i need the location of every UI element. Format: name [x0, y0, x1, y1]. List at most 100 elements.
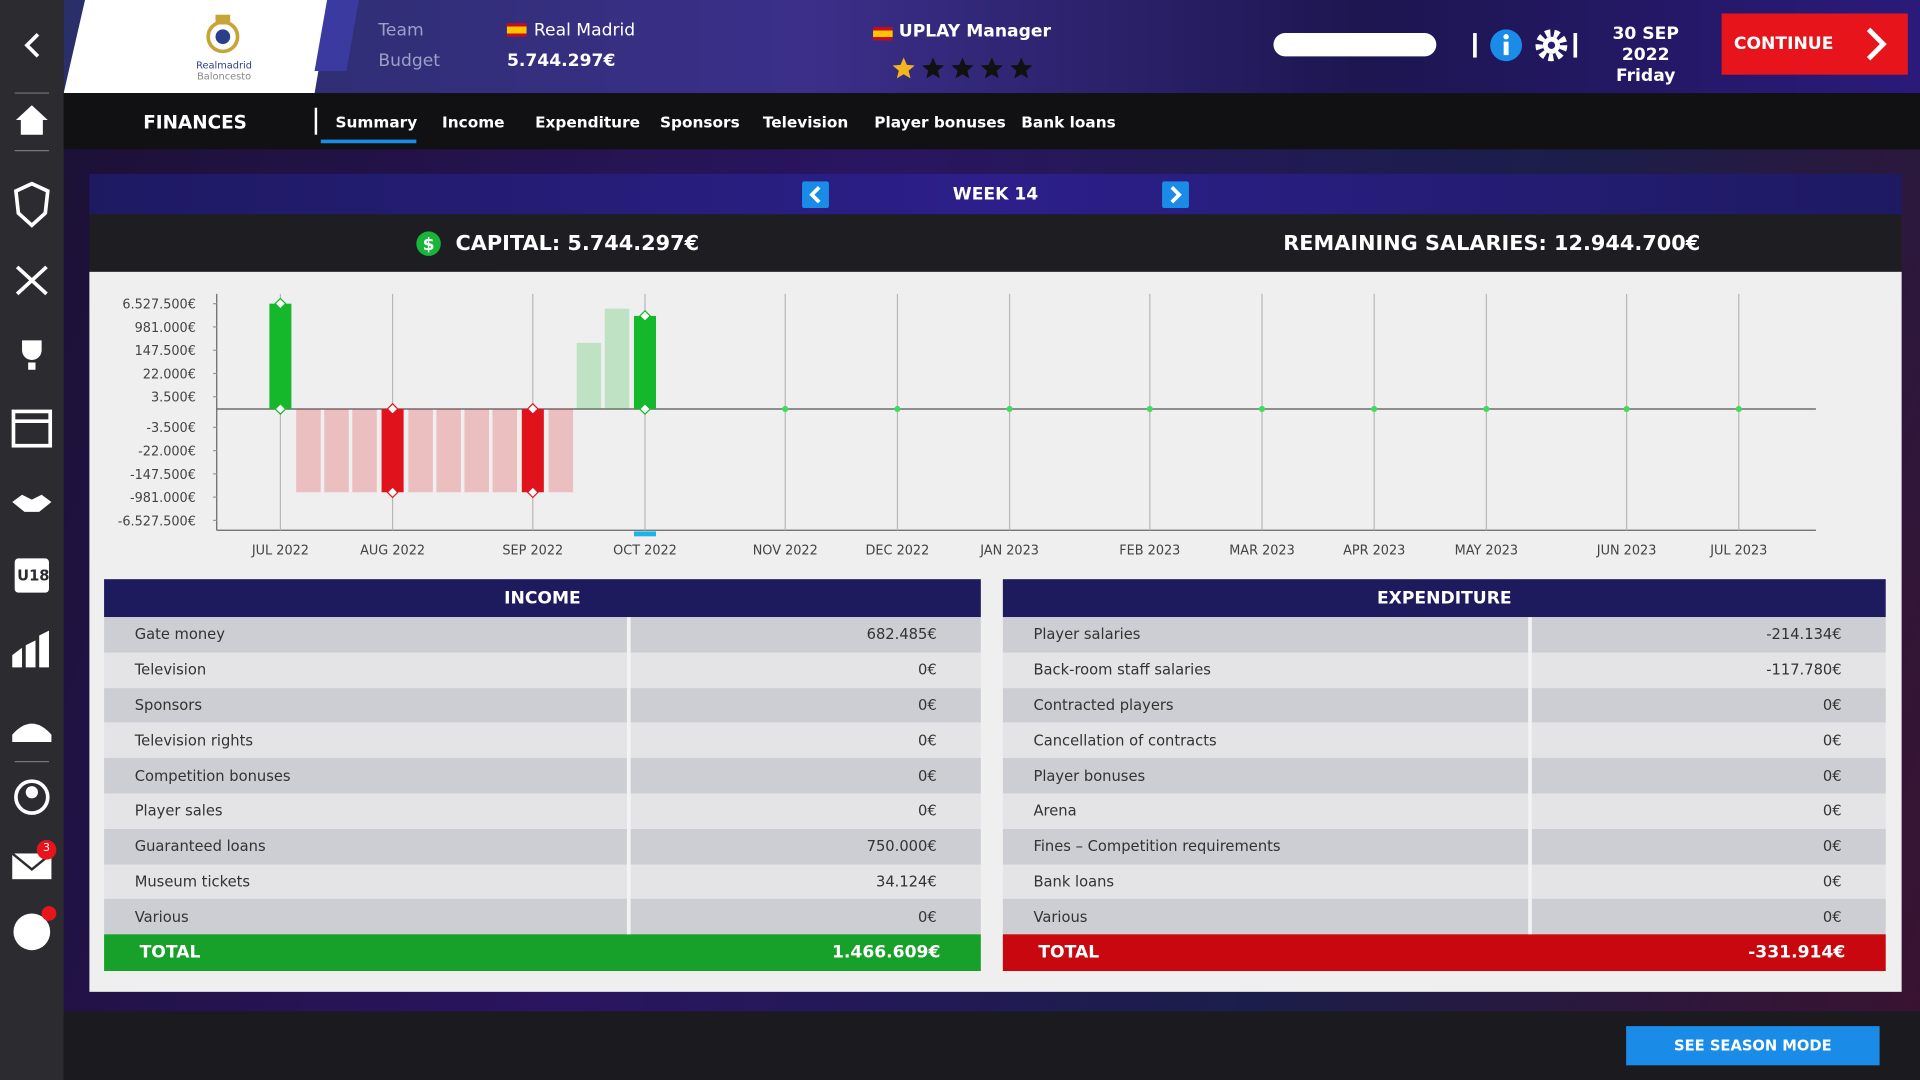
y-tick-label: -147.500€	[130, 468, 196, 483]
row-value: 682.485€	[866, 626, 937, 644]
info-button[interactable]	[1489, 28, 1523, 62]
bar	[604, 308, 630, 409]
bar	[576, 342, 602, 409]
x-tick-label: AUG 2022	[360, 544, 425, 559]
bar	[352, 408, 377, 493]
stars	[892, 57, 1033, 79]
row-label: Contracted players	[1003, 687, 1532, 723]
table-total: TOTAL -331.914€	[1002, 934, 1886, 972]
row-value: 0€	[1822, 731, 1842, 750]
season-button[interactable]: SEE SEASON MODE	[1626, 1026, 1880, 1066]
x-tick-label: OCT 2022	[613, 544, 677, 559]
table-row: Various 0€	[104, 899, 981, 935]
row-label: Player sales	[104, 793, 631, 829]
row-label: Sponsors	[104, 687, 631, 723]
bar-marker	[274, 402, 287, 416]
continue-button[interactable]: CONTINUE	[1721, 13, 1908, 75]
date: 30 SEP 2022 Friday	[1592, 24, 1700, 86]
bar	[464, 408, 489, 493]
logo-text: Realmadrid Baloncesto	[181, 60, 267, 82]
budget: 5.744.297€	[506, 51, 616, 72]
y-tick-label: 3.500€	[151, 391, 196, 406]
svg-text:$: $	[423, 235, 435, 255]
empty-marker	[1006, 405, 1013, 413]
table-row: Player bonuses 0€	[1002, 758, 1886, 794]
bar	[381, 408, 404, 493]
row-value: 34.124€	[875, 873, 937, 891]
bar	[408, 408, 433, 493]
tab[interactable]: Expenditure	[535, 112, 641, 132]
y-tick-label: 22.000€	[143, 367, 196, 382]
y-tick-label: -981.000€	[130, 491, 196, 506]
table-header: INCOME	[104, 579, 981, 618]
row-value: 0€	[1822, 873, 1842, 891]
bar	[492, 408, 518, 493]
row-label: Museum tickets	[104, 863, 631, 900]
table-row: Cancellation of contracts 0€	[1002, 722, 1886, 759]
budget-label: Budget	[378, 51, 441, 72]
tab[interactable]: Summary	[335, 112, 418, 132]
flag	[506, 23, 527, 37]
bar-marker	[638, 309, 652, 323]
x-tick-label: FEB 2023	[1119, 544, 1180, 559]
bar	[296, 408, 321, 493]
crest	[206, 14, 240, 54]
prev-week[interactable]	[802, 181, 829, 209]
y-tick-label: -6.527.500€	[118, 514, 196, 529]
table: EXPENDITURE Player salaries -214.134€ Back-…	[1002, 579, 1886, 972]
x-tick-label: SEP 2022	[502, 544, 563, 559]
empty-marker	[1371, 405, 1378, 413]
bar-marker	[386, 486, 399, 499]
row-value: 0€	[1822, 837, 1842, 855]
total-value: -331.914€	[1748, 943, 1846, 963]
table-row: Museum tickets 34.124€	[104, 863, 981, 900]
club-logo: Realmadrid Baloncesto	[63, 0, 331, 94]
row-label: Television	[104, 652, 631, 688]
table-total: TOTAL 1.466.609€	[104, 934, 981, 972]
continue-label: CONTINUE	[1733, 34, 1834, 54]
x-tick-label: JAN 2023	[979, 544, 1039, 559]
empty-marker	[782, 405, 789, 413]
bar-marker	[386, 402, 399, 416]
search-box[interactable]	[1273, 33, 1437, 57]
tab[interactable]: Television	[762, 112, 849, 132]
star-row	[892, 57, 1033, 79]
next-week[interactable]	[1162, 181, 1189, 209]
row-label: Competition bonuses	[104, 758, 631, 794]
divider	[314, 107, 318, 135]
bar-marker	[638, 402, 652, 416]
table-row: Gate money 682.485€	[104, 617, 981, 653]
tab[interactable]: Bank loans	[1021, 112, 1116, 132]
empty-marker	[1146, 405, 1153, 413]
x-tick-label: JUN 2023	[1596, 544, 1657, 559]
table-row: Arena 0€	[1002, 793, 1886, 829]
row-label: Gate money	[104, 617, 631, 653]
bar	[269, 303, 292, 409]
y-tick-label: 147.500€	[135, 344, 196, 359]
sidebar: U18 3	[0, 0, 64, 1080]
y-tick-label: 981.000€	[135, 321, 196, 336]
section-title: FINANCES	[143, 111, 247, 134]
current-week	[633, 531, 657, 537]
table-header: EXPENDITURE	[1002, 579, 1886, 618]
table-row: Contracted players 0€	[1002, 687, 1886, 723]
table: INCOME Gate money 682.485€ Television 0€ Spon…	[104, 579, 981, 972]
tab[interactable]: Income	[442, 112, 505, 132]
tab[interactable]: Sponsors	[660, 112, 740, 132]
y-tick-label: -22.000€	[138, 445, 196, 460]
table-row: Back-room staff salaries -117.780€	[1002, 652, 1886, 688]
row-value: 0€	[918, 767, 937, 785]
tab[interactable]: Player bonuses	[874, 112, 1006, 132]
x-tick-label: NOV 2022	[753, 544, 818, 559]
team-label: Team	[378, 20, 424, 41]
money-icon: $	[416, 231, 441, 256]
weekday: Friday	[1615, 66, 1676, 86]
remaining-salaries: REMAINING SALARIES: 12.944.700€	[1283, 231, 1701, 256]
row-value: 0€	[918, 696, 937, 714]
table-row: Television 0€	[104, 652, 981, 688]
row-label: Guaranteed loans	[104, 828, 631, 864]
x-tick-label: JUL 2023	[1709, 544, 1767, 559]
footer	[63, 1011, 1920, 1080]
settings-button[interactable]	[1534, 28, 1568, 62]
